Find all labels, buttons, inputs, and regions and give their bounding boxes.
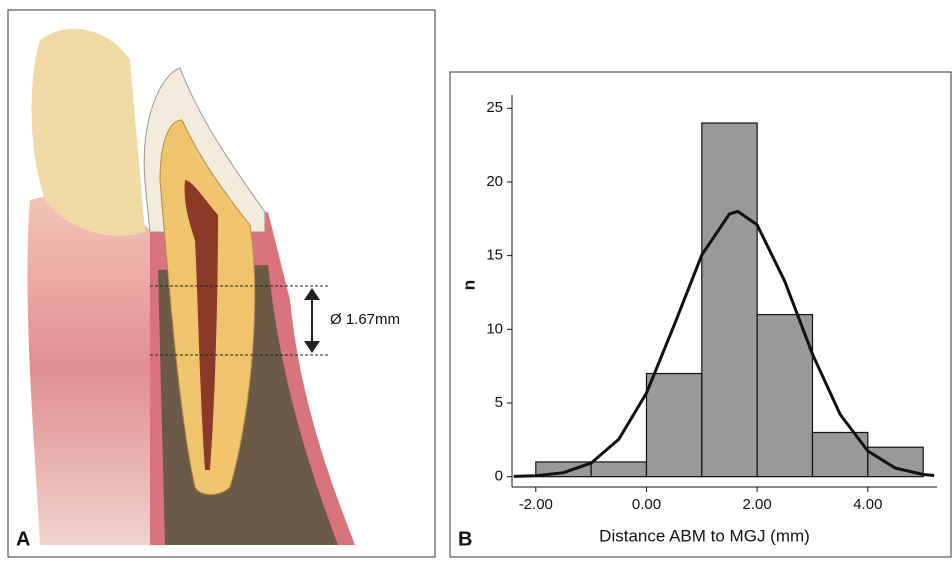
- bar: [867, 446, 924, 478]
- bar: [590, 461, 648, 478]
- y-tick-label: 10: [486, 320, 503, 337]
- panel-frame: [449, 71, 952, 558]
- crown-back: [31, 28, 145, 236]
- panel-label: B: [458, 528, 472, 550]
- y-axis-label: n: [459, 280, 478, 290]
- y-tick-label: 5: [495, 394, 503, 411]
- x-tick-label: 4.00: [853, 496, 882, 513]
- panel-b: B: [449, 71, 952, 558]
- panel-label: A: [16, 528, 30, 550]
- y-tick-label: 15: [486, 247, 503, 264]
- bar: [645, 372, 703, 478]
- x-tick-label: 2.00: [743, 496, 772, 513]
- measurement: Ø 1.67mm: [330, 311, 400, 328]
- bar: [756, 313, 814, 478]
- y-tick-label: 25: [486, 99, 503, 116]
- gum-side: [27, 196, 150, 545]
- bar: [701, 122, 758, 478]
- panel-a: Ø 1.67mm A: [7, 9, 436, 558]
- y-tick-label: 0: [495, 468, 503, 485]
- y-tick-label: 20: [486, 173, 503, 190]
- x-tick-label: -2.00: [519, 496, 553, 513]
- x-axis-label: Distance ABM to MGJ (mm): [599, 526, 810, 545]
- pulp: [184, 180, 218, 470]
- density-curve: [513, 209, 935, 478]
- x-tick-label: 0.00: [632, 496, 661, 513]
